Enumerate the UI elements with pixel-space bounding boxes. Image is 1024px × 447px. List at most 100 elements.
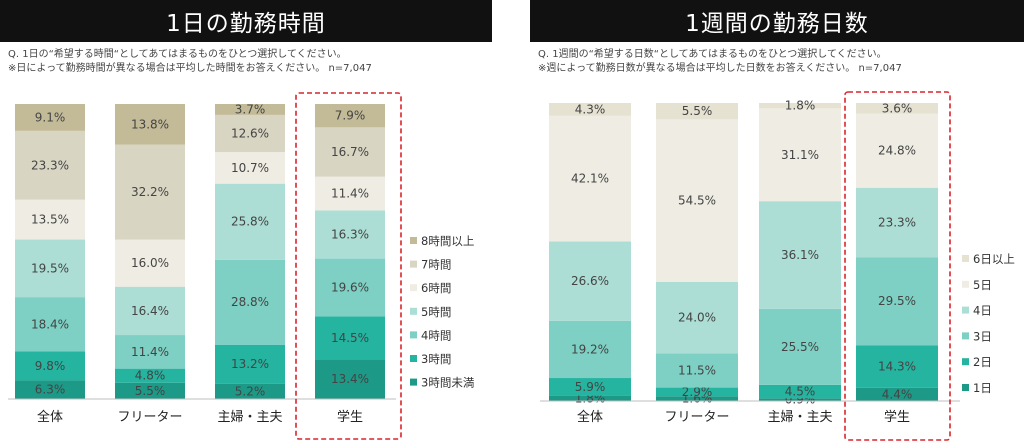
bar-segment (315, 258, 385, 317)
right-question-note: Q. 1週間の“希望する日数“としてあてはまるものをひとつ選択してください。 ※… (538, 48, 902, 76)
legend-swatch (962, 332, 969, 340)
category-label: フリーター (117, 410, 182, 425)
bar-segment (759, 201, 841, 309)
legend-label: 1日 (973, 381, 992, 395)
data-label: 4.8% (135, 369, 166, 383)
bar-segment (759, 398, 841, 401)
data-label: 9.1% (35, 110, 66, 124)
data-label: 6.3% (35, 383, 66, 397)
bar-segment (115, 368, 185, 383)
bar-segment (656, 353, 738, 388)
right-question-line2: ※週によって勤務日数が異なる場合は平均した日数をお答えください。 n=7,047 (538, 63, 902, 74)
left-chart-title: 1日の勤務時間 (0, 0, 492, 42)
legend-swatch (962, 280, 969, 288)
data-label: 28.8% (231, 295, 269, 309)
bar-segment (315, 359, 385, 399)
bar-segment (315, 316, 385, 360)
data-label: 11.5% (678, 363, 716, 377)
data-label: 32.2% (131, 185, 169, 199)
data-label: 5.2% (235, 384, 266, 398)
legend-swatch (410, 260, 417, 268)
legend-label: 6日以上 (973, 252, 1015, 266)
legend-swatch (962, 306, 969, 314)
category-label: 主婦・主夫 (217, 409, 282, 425)
legend-label: 6時間 (421, 281, 451, 295)
bar-segment (759, 103, 841, 109)
data-label: 3.6% (882, 101, 913, 115)
left-question-line2: ※日によって勤務時間が異なる場合は平均した時間をお答えください。 n=7,047 (8, 63, 372, 74)
right-question-line1: Q. 1週間の“希望する日数“としてあてはまるものをひとつ選択してください。 (538, 49, 887, 60)
bar-segment (15, 351, 85, 381)
legend-swatch (410, 378, 417, 386)
bar-segment (656, 281, 738, 354)
bar-segment (15, 297, 85, 352)
bar-segment (315, 210, 385, 259)
bar-segment (115, 286, 185, 336)
legend-label: 3時間未満 (421, 376, 474, 390)
data-label: 16.4% (131, 304, 169, 318)
bar-segment (215, 344, 285, 384)
bar-segment (656, 396, 738, 401)
bar-segment (315, 104, 385, 128)
legend-label: 3時間 (421, 352, 451, 366)
legend-swatch (410, 284, 417, 292)
data-label: 2.9% (682, 385, 713, 399)
data-label: 19.6% (331, 281, 369, 295)
data-label: 9.8% (35, 359, 66, 373)
legend-label: 2日 (973, 355, 992, 369)
bar-segment (215, 152, 285, 184)
data-label: 31.1% (781, 148, 819, 162)
data-label: 25.8% (231, 215, 269, 229)
data-label: 4.3% (575, 102, 606, 116)
legend-swatch (410, 331, 417, 339)
bar-segment (315, 127, 385, 177)
category-label: 学生 (884, 409, 910, 425)
bar-segment (215, 259, 285, 345)
legend-label: 3日 (973, 329, 992, 343)
data-label: 16.3% (331, 228, 369, 242)
data-label: 23.3% (878, 215, 916, 229)
legend-label: 8時間以上 (421, 234, 474, 248)
bar-segment (549, 103, 631, 116)
bar-segment (115, 239, 185, 287)
bar-segment (15, 130, 85, 200)
data-label: 1.8% (785, 99, 816, 113)
data-label: 5.5% (135, 384, 166, 398)
highlight-box (844, 91, 951, 441)
bar-segment (215, 104, 285, 115)
bar-segment (656, 119, 738, 282)
data-label: 54.5% (678, 194, 716, 208)
legend-swatch (962, 358, 969, 366)
bar-segment (656, 387, 738, 397)
bar-segment (115, 144, 185, 240)
legend-swatch (962, 384, 969, 391)
data-label: 11.4% (331, 187, 369, 201)
bar-segment (15, 380, 85, 399)
data-label: 36.1% (781, 248, 819, 262)
category-label: 主婦・主夫 (767, 409, 832, 425)
legend-swatch (962, 255, 969, 262)
data-label: 42.1% (571, 172, 609, 186)
bar-segment (549, 320, 631, 379)
data-label: 5.5% (682, 104, 713, 118)
bar-segment (856, 257, 938, 346)
bar-segment (549, 241, 631, 321)
bar-segment (15, 104, 85, 131)
bar-segment (759, 384, 841, 399)
data-label: 19.2% (571, 342, 609, 356)
bar-segment (215, 114, 285, 153)
data-label: 10.7% (231, 161, 269, 175)
bar-segment (115, 382, 185, 399)
data-label: 13.2% (231, 357, 269, 371)
data-label: 24.8% (878, 144, 916, 158)
data-label: 24.0% (678, 311, 716, 325)
legend-swatch (410, 355, 417, 362)
legend-swatch (410, 237, 417, 244)
bar-segment (115, 104, 185, 145)
legend-label: 4時間 (421, 328, 451, 342)
chart-daily-hours: 6.3% 9.8% 18.4% 19.5% 13.5% 23.3% 9.1% 全体 5.5%4.… (8, 92, 474, 440)
data-label: 3.7% (235, 102, 266, 116)
legend-label: 5時間 (421, 305, 451, 319)
data-label: 16.7% (331, 145, 369, 159)
